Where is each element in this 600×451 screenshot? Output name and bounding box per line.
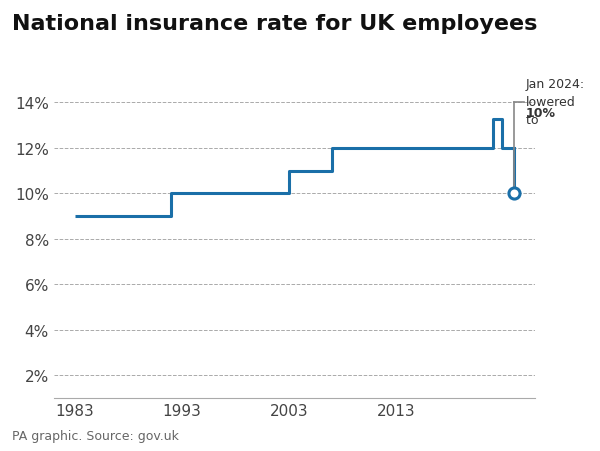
Text: 10%: 10% [526, 106, 556, 120]
Text: PA graphic. Source: gov.uk: PA graphic. Source: gov.uk [12, 429, 179, 442]
Text: National insurance rate for UK employees: National insurance rate for UK employees [12, 14, 538, 33]
Text: Jan 2024:
lowered
to: Jan 2024: lowered to [526, 78, 584, 127]
